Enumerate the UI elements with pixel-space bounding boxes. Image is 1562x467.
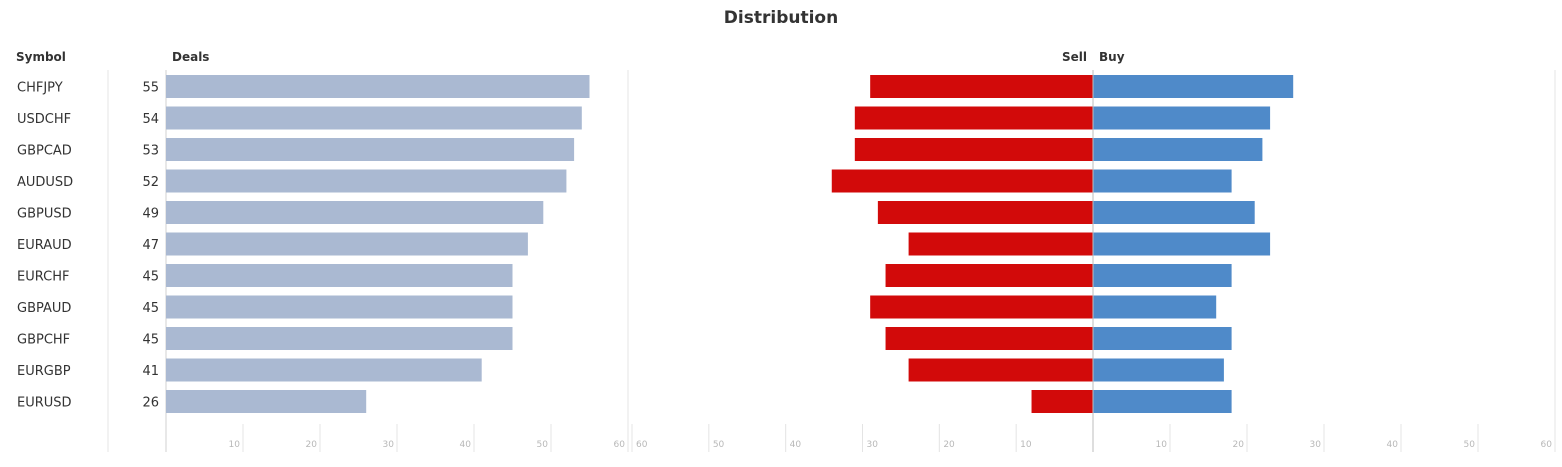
deals-bar: [166, 327, 513, 350]
deals-value-label: 54: [142, 112, 159, 127]
buy-tick-label: 60: [1541, 440, 1553, 450]
symbol-label: GBPCAD: [17, 144, 72, 159]
sell-bar: [831, 169, 1093, 193]
deals-bar: [166, 295, 513, 319]
symbol-label: EURGBP: [17, 364, 71, 379]
symbol-label: USDCHF: [17, 112, 71, 127]
sell-bar: [854, 106, 1093, 130]
buy-tick-label: 10: [1156, 440, 1168, 450]
symbol-label: AUDUSD: [17, 175, 73, 190]
deals-value-label: 45: [142, 333, 159, 348]
sell-bar: [885, 264, 1093, 287]
symbol-label: EURCHF: [17, 270, 69, 285]
deals-bar: [166, 390, 367, 413]
deals-tick-label: 40: [460, 440, 472, 450]
symbol-column-header: Symbol: [16, 50, 66, 64]
deals-bar: [166, 75, 590, 98]
deals-value-label: 52: [142, 175, 159, 190]
buy-tick-label: 50: [1464, 440, 1476, 450]
sell-column-header: Sell: [1062, 50, 1088, 64]
buy-tick-label: 30: [1310, 440, 1322, 450]
deals-bar: [166, 106, 582, 130]
sell-bar: [908, 358, 1093, 382]
deals-value-label: 53: [142, 144, 159, 159]
chart-title: Distribution: [723, 8, 839, 28]
deals-column-header: Deals: [172, 50, 210, 64]
buy-tick-label: 20: [1233, 440, 1245, 450]
sell-bar: [885, 327, 1093, 350]
symbol-label: EURUSD: [17, 396, 72, 411]
buy-bar: [1093, 264, 1232, 287]
buy-bar: [1093, 232, 1271, 256]
sell-bar: [870, 295, 1093, 319]
buy-column-header: Buy: [1099, 50, 1125, 64]
symbol-label: GBPAUD: [17, 301, 71, 316]
sell-tick-label: 10: [1020, 440, 1032, 450]
buy-tick-label: 40: [1387, 440, 1399, 450]
buy-bar: [1093, 106, 1271, 130]
deals-value-label: 45: [142, 270, 159, 285]
deals-value-label: 45: [142, 301, 159, 316]
sell-bar: [908, 232, 1093, 256]
deals-bar: [166, 232, 528, 256]
symbol-label: CHFJPY: [17, 81, 63, 96]
sell-tick-label: 60: [636, 440, 648, 450]
deals-value-label: 47: [142, 238, 159, 253]
sell-bar: [870, 75, 1093, 98]
buy-bar: [1093, 358, 1224, 382]
sell-bar: [854, 138, 1093, 161]
symbol-label: GBPCHF: [17, 333, 70, 348]
sell-bar: [877, 201, 1093, 224]
sell-tick-label: 50: [713, 440, 725, 450]
sell-tick-label: 40: [790, 440, 802, 450]
deals-tick-label: 10: [229, 440, 241, 450]
deals-tick-label: 50: [537, 440, 549, 450]
deals-tick-label: 30: [383, 440, 395, 450]
deals-bar: [166, 138, 575, 161]
sell-bar: [1031, 390, 1093, 413]
deals-value-label: 26: [142, 396, 159, 411]
deals-value-label: 55: [142, 81, 159, 96]
buy-bar: [1093, 169, 1232, 193]
deals-bar: [166, 358, 482, 382]
buy-bar: [1093, 390, 1232, 413]
deals-bar: [166, 201, 544, 224]
deals-bar: [166, 169, 567, 193]
symbol-label: EURAUD: [17, 238, 72, 253]
deals-bar: [166, 264, 513, 287]
buy-bar: [1093, 327, 1232, 350]
buy-bar: [1093, 201, 1255, 224]
deals-value-label: 49: [142, 207, 159, 222]
symbol-label: GBPUSD: [17, 207, 72, 222]
deals-tick-label: 20: [306, 440, 318, 450]
sell-tick-label: 30: [867, 440, 879, 450]
buy-bar: [1093, 75, 1294, 98]
deals-tick-label: 60: [614, 440, 626, 450]
deals-value-label: 41: [142, 364, 159, 379]
buy-bar: [1093, 138, 1263, 161]
sell-tick-label: 20: [943, 440, 955, 450]
buy-bar: [1093, 295, 1217, 319]
